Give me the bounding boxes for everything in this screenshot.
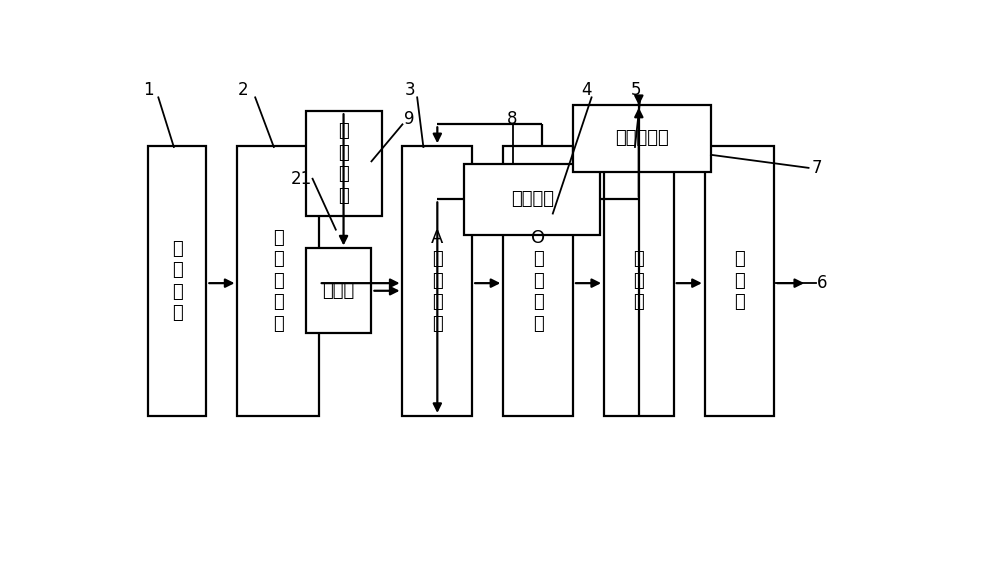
Bar bbox=[306, 249, 371, 333]
Bar bbox=[237, 146, 319, 416]
Bar bbox=[604, 146, 674, 416]
Text: 调
节
水
解
池: 调 节 水 解 池 bbox=[273, 229, 283, 333]
Text: 9: 9 bbox=[404, 110, 415, 128]
Text: 8: 8 bbox=[507, 110, 518, 128]
Text: 21: 21 bbox=[291, 170, 312, 188]
Text: 6: 6 bbox=[817, 274, 828, 292]
Bar bbox=[705, 146, 774, 416]
Text: 3: 3 bbox=[405, 81, 416, 98]
Bar bbox=[148, 146, 206, 416]
Text: 7: 7 bbox=[812, 159, 822, 177]
Text: 电
控
装
置: 电 控 装 置 bbox=[338, 122, 349, 205]
Text: 5: 5 bbox=[631, 81, 642, 98]
Text: 2: 2 bbox=[237, 81, 248, 98]
Bar bbox=[464, 163, 600, 235]
Text: 1: 1 bbox=[143, 81, 154, 98]
Text: A
级
生
化
池: A 级 生 化 池 bbox=[431, 229, 444, 333]
Text: 抽水泵: 抽水泵 bbox=[322, 282, 355, 300]
Text: 消
毒
池: 消 毒 池 bbox=[734, 250, 745, 311]
Text: 污泥浓缩池: 污泥浓缩池 bbox=[615, 129, 669, 147]
Text: O
级
生
化
池: O 级 生 化 池 bbox=[531, 229, 545, 333]
Text: 过
滤
装
置: 过 滤 装 置 bbox=[172, 240, 183, 322]
Text: 4: 4 bbox=[581, 81, 591, 98]
Bar bbox=[503, 146, 573, 416]
Text: 沉
淀
池: 沉 淀 池 bbox=[633, 250, 644, 311]
Text: 气提装置: 气提装置 bbox=[511, 190, 554, 208]
Bar bbox=[402, 146, 472, 416]
Bar bbox=[573, 105, 711, 172]
Bar bbox=[306, 111, 382, 216]
